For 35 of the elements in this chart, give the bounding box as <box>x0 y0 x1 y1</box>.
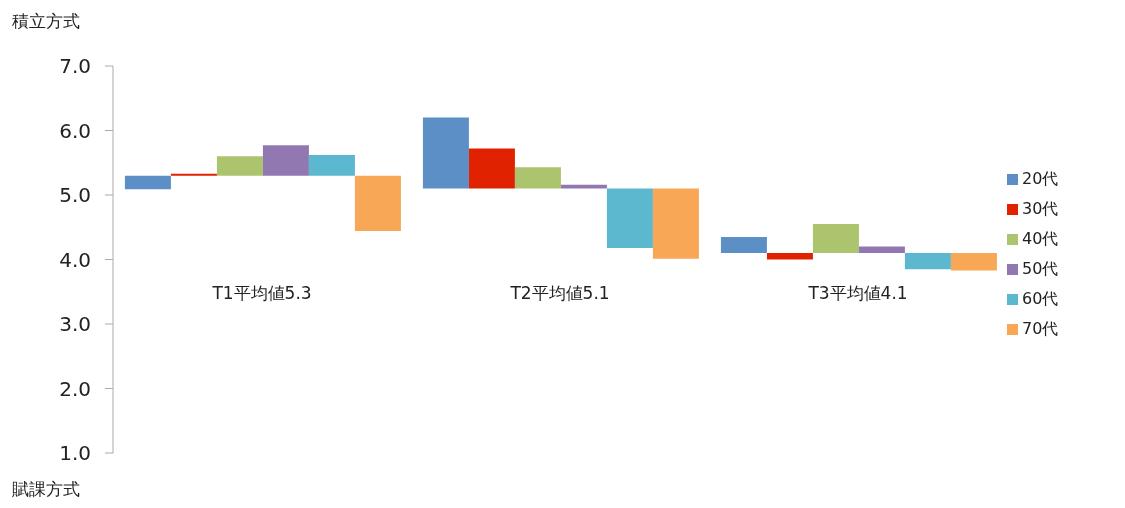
text: 賦課方式 <box>12 478 80 501</box>
y-tick-label: 3.0 <box>59 312 91 337</box>
bar <box>560 184 607 189</box>
y-tick-label: 1.0 <box>59 441 91 466</box>
bar <box>468 148 515 189</box>
x-tick-label: T3平均値4.1 <box>807 282 908 303</box>
y-tick-label: 2.0 <box>59 376 91 401</box>
bar <box>422 117 469 189</box>
legend-label: 30代 <box>1022 199 1059 218</box>
y-tick-label: 6.0 <box>59 118 91 143</box>
bar <box>652 188 699 259</box>
y-tick-label: 5.0 <box>59 183 91 208</box>
legend-label: 60代 <box>1022 289 1059 308</box>
x-tick-label: T1平均値5.3 <box>211 282 312 303</box>
bar <box>124 175 171 190</box>
y-axis-title: 積立方式 <box>12 10 80 33</box>
y-tick-label: 7.0 <box>59 54 91 79</box>
bar <box>720 236 767 254</box>
legend-label: 40代 <box>1022 229 1059 248</box>
bar <box>766 253 813 260</box>
bar <box>308 155 355 176</box>
x-tick-label: T2平均値5.1 <box>509 282 610 303</box>
bar <box>606 188 653 248</box>
bar <box>904 253 951 270</box>
bar <box>514 167 561 189</box>
legend-label: 50代 <box>1022 259 1059 278</box>
legend-label: 70代 <box>1022 319 1059 338</box>
legend-label: 20代 <box>1022 169 1059 188</box>
bar <box>354 175 401 232</box>
bar <box>950 253 997 271</box>
bar <box>216 156 263 176</box>
bar <box>262 145 309 176</box>
bar <box>858 246 905 254</box>
y-tick-label: 4.0 <box>59 247 91 272</box>
bar <box>812 224 859 254</box>
